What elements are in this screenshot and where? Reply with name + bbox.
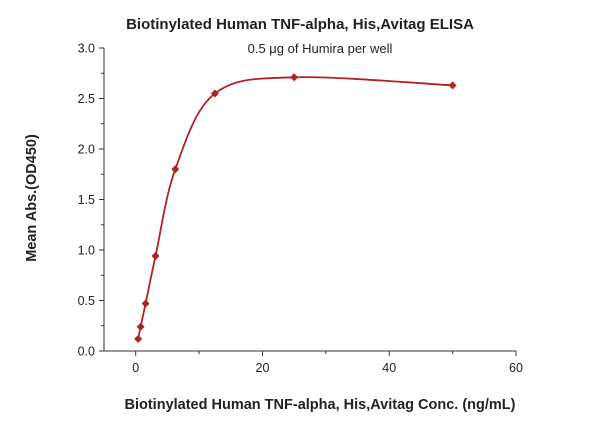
chart-title: Biotinylated Human TNF-alpha, His,Avitag… bbox=[126, 16, 474, 33]
data-point bbox=[448, 81, 457, 90]
x-tick-label: 0 bbox=[132, 361, 139, 375]
y-tick-label: 0.0 bbox=[78, 345, 95, 359]
x-axis-label: Biotinylated Human TNF-alpha, His,Avitag… bbox=[124, 397, 516, 413]
data-point bbox=[290, 73, 299, 82]
data-point bbox=[134, 334, 143, 343]
chart-subtitle: 0.5 μg of Humira per well bbox=[247, 41, 393, 56]
x-tick-label: 60 bbox=[509, 361, 523, 375]
data-point bbox=[141, 299, 150, 308]
data-point bbox=[210, 89, 219, 98]
y-tick-label: 3.0 bbox=[78, 42, 95, 56]
x-tick-label: 40 bbox=[382, 361, 396, 375]
data-point bbox=[136, 322, 145, 331]
y-tick-label: 2.0 bbox=[78, 143, 95, 157]
data-point bbox=[171, 165, 180, 174]
y-tick-label: 0.5 bbox=[78, 294, 95, 308]
y-tick-label: 1.5 bbox=[78, 193, 95, 207]
y-tick-label: 2.5 bbox=[78, 92, 95, 106]
x-tick-label: 20 bbox=[256, 361, 270, 375]
data-point bbox=[151, 252, 160, 261]
fit-curve bbox=[137, 76, 453, 340]
y-tick-label: 1.0 bbox=[78, 244, 95, 258]
